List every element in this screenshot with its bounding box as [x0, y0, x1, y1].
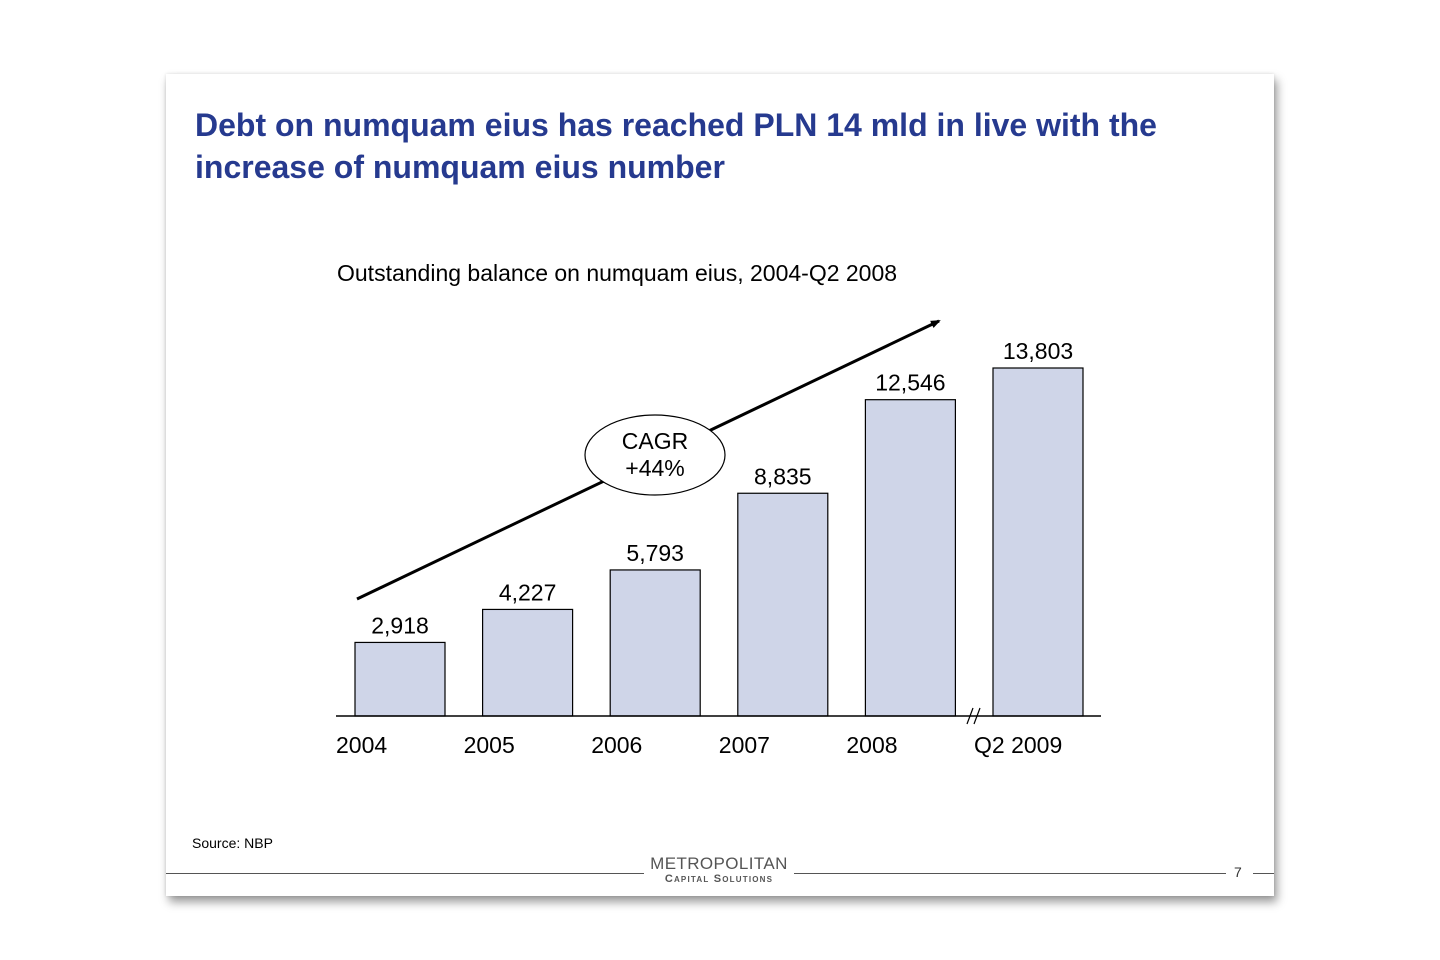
bar-q2-2009 [992, 367, 1084, 717]
footer-line-end [1253, 873, 1274, 874]
x-tick-label: 2006 [591, 732, 642, 758]
bar-2005 [482, 608, 574, 717]
footer-line-left [166, 873, 644, 874]
data-label: 5,793 [626, 540, 684, 566]
data-label: 12,546 [875, 370, 945, 396]
labels-layer: 2,918 2004 4,227 2005 5,793 2006 8,835 2007 12,5… [336, 338, 1073, 758]
x-tick-label: 2008 [846, 732, 897, 758]
logo-main-text: METROPOLITAN [650, 854, 788, 873]
slide: Debt on numquam eius has reached PLN 14 … [166, 74, 1274, 896]
chart-title: Outstanding balance on numquam eius, 200… [337, 260, 898, 286]
cagr-annotation: CAGR +44% [584, 414, 726, 496]
footer-line-right [794, 873, 1226, 874]
cagr-ellipse [584, 414, 726, 496]
source-note: Source: NBP [192, 835, 273, 851]
logo-sub-text: Capital Solutions [664, 873, 774, 885]
company-logo: METROPOLITAN Capital Solutions [648, 854, 790, 886]
x-tick-label: 2007 [719, 732, 770, 758]
x-tick-label: 2005 [464, 732, 515, 758]
page-number: 7 [1234, 864, 1242, 880]
bars-layer [354, 367, 1084, 717]
bar-2006 [609, 569, 701, 717]
cagr-value: +44% [625, 455, 684, 481]
bar-2008 [864, 399, 957, 717]
bar-chart: CAGR +44% 2,918 2004 4,227 2005 5,793 2006 8,8… [336, 319, 1101, 758]
cagr-label: CAGR [622, 428, 688, 454]
axis-break-marker [966, 707, 981, 725]
slide-title: Debt on numquam eius has reached PLN 14 … [195, 107, 1157, 185]
data-label: 8,835 [754, 463, 812, 489]
data-label: 2,918 [371, 612, 429, 638]
data-label: 13,803 [1003, 338, 1073, 364]
data-label: 4,227 [499, 579, 557, 605]
x-tick-label: Q2 2009 [974, 732, 1062, 758]
bar-2004 [354, 641, 446, 717]
bar-2007 [737, 492, 829, 717]
x-tick-label: 2004 [336, 732, 387, 758]
